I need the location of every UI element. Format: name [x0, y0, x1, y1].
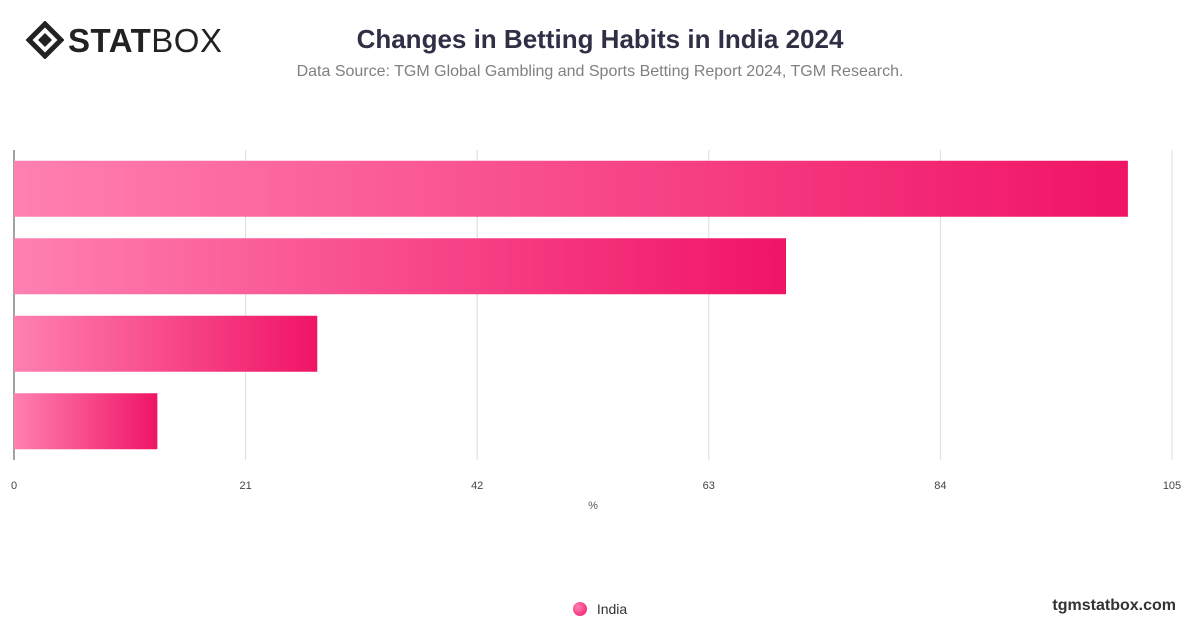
statbox-logo: STATBOX — [26, 20, 222, 60]
x-axis-title: % — [588, 500, 598, 512]
statbox-logo-text: STATBOX — [68, 24, 222, 57]
legend-label-india: India — [596, 601, 628, 617]
chart-subtitle: Data Source: TGM Global Gambling and Spo… — [296, 63, 904, 80]
legend-swatch-india — [572, 602, 587, 616]
x-tick-label: 21 — [239, 480, 251, 492]
x-tick-label: 63 — [703, 480, 715, 492]
website-link[interactable]: tgmstatbox.com — [1052, 597, 1176, 614]
chart-title: Changes in Betting Habits in India 2024 — [356, 24, 844, 54]
x-tick-label: 0 — [11, 480, 17, 492]
x-tick-label: 105 — [1163, 480, 1181, 492]
bar-india — [14, 315, 318, 372]
bar-india — [14, 393, 158, 450]
x-tick-label: 42 — [471, 480, 483, 492]
bar-india — [14, 238, 786, 295]
logo-text-box: BOX — [151, 21, 223, 59]
x-tick-label: 84 — [934, 480, 946, 492]
bar-chart: 0 21 42 63 84 105% — [11, 150, 1181, 512]
logo-text-stat: STAT — [68, 21, 152, 59]
chart-legend: India — [0, 601, 1200, 617]
bar-india — [14, 160, 1128, 217]
statbox-logo-icon — [26, 21, 64, 59]
